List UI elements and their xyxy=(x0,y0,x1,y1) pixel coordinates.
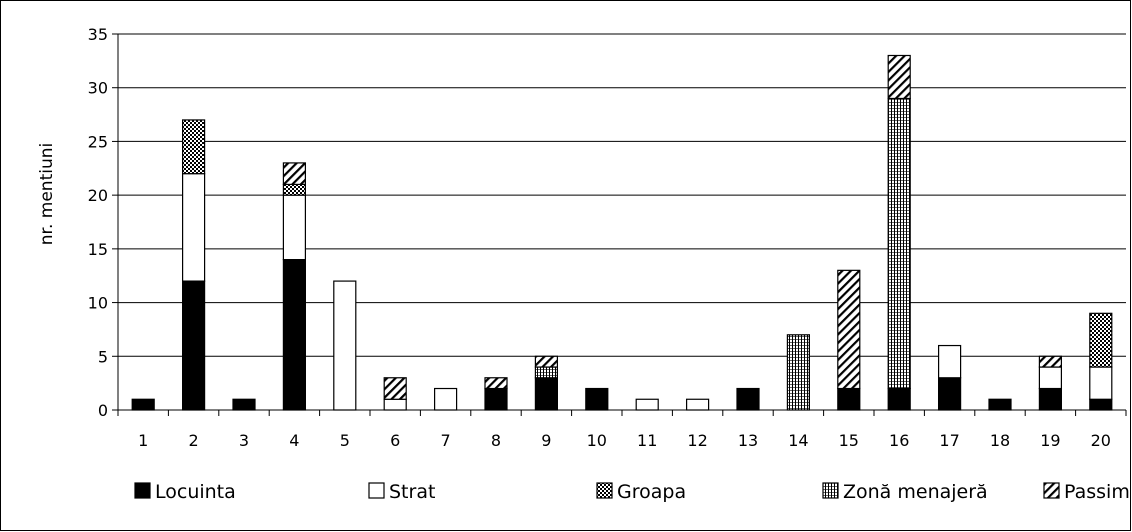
bar-segment-locuinta xyxy=(182,280,206,411)
bar-segment-locuinta xyxy=(534,377,559,411)
x-tick-label: 13 xyxy=(738,431,758,450)
y-axis: 0 5 10 15 20 25 30 35 xyxy=(88,25,119,420)
y-tick-label: 30 xyxy=(88,79,108,98)
bar-segment-strat xyxy=(434,387,458,411)
bar-segment-groapa xyxy=(182,119,206,175)
y-tick-label: 0 xyxy=(98,401,108,420)
bar-segment-locuinta xyxy=(232,398,256,411)
y-tick-label: 10 xyxy=(88,294,108,313)
legend-swatch-locuinta xyxy=(134,482,151,499)
bar-segment-passim xyxy=(383,377,407,400)
x-tick-label: 19 xyxy=(1040,431,1060,450)
bar-segment-locuinta xyxy=(282,259,306,411)
legend-label: Zonă menajeră xyxy=(843,481,988,503)
bar-segment-strat xyxy=(282,194,306,261)
bar-segment-zon-menajer- xyxy=(786,334,811,411)
y-axis-title: nr. mentiuni xyxy=(37,143,57,245)
bar-segment-zon-menajer- xyxy=(887,97,911,390)
x-tick-label: 11 xyxy=(637,431,657,450)
bar-segment-strat xyxy=(685,398,710,411)
bar-segment-groapa xyxy=(282,183,306,196)
x-tick-label: 9 xyxy=(541,431,551,450)
bar-segment-passim xyxy=(1038,355,1063,368)
bar-segment-locuinta xyxy=(131,398,155,411)
x-tick-label: 1 xyxy=(138,431,148,450)
bar-segment-locuinta xyxy=(484,387,508,411)
y-tick-label: 25 xyxy=(88,132,108,151)
x-tick-label: 18 xyxy=(990,431,1010,450)
x-tick-label: 7 xyxy=(441,431,451,450)
bar-segment-passim xyxy=(282,162,306,186)
x-tick-label: 2 xyxy=(189,431,199,450)
legend: Locuinta Strat Groapa Zonă menajeră Passim xyxy=(134,481,1130,503)
legend-swatch-groapa xyxy=(596,482,613,499)
x-tick-label: 20 xyxy=(1091,431,1111,450)
legend-label: Groapa xyxy=(617,481,686,503)
x-tick-label: 5 xyxy=(340,431,350,450)
bar-segment-passim xyxy=(484,377,508,390)
legend-label: Strat xyxy=(389,481,435,503)
bar-segment-zon-menajer- xyxy=(534,366,559,379)
legend-swatch-strat xyxy=(368,482,385,499)
bar-segment-strat xyxy=(635,398,659,411)
x-tick-label: 6 xyxy=(390,431,400,450)
bar-segment-strat xyxy=(383,398,407,411)
x-tick-label: 4 xyxy=(289,431,299,450)
bar-segment-strat xyxy=(182,173,206,282)
y-tick-label: 20 xyxy=(88,186,108,205)
x-tick-label: 14 xyxy=(788,431,808,450)
y-tick-label: 5 xyxy=(98,347,108,366)
bars xyxy=(131,54,1113,411)
x-tick-label: 17 xyxy=(939,431,959,450)
x-tick-label: 10 xyxy=(587,431,607,450)
bar-segment-strat xyxy=(1038,366,1063,390)
bar-segment-locuinta xyxy=(887,387,911,411)
x-tick-label: 12 xyxy=(687,431,707,450)
legend-swatch-passim xyxy=(1043,482,1060,499)
legend-label: Passim xyxy=(1064,481,1130,503)
bar-segment-passim xyxy=(837,269,861,390)
bar-segment-passim xyxy=(887,54,911,100)
legend-swatch-zon-menajer- xyxy=(822,482,839,499)
bar-segment-locuinta xyxy=(585,387,609,411)
legend-label: Locuinta xyxy=(155,481,236,503)
x-tick-label: 15 xyxy=(839,431,859,450)
bar-segment-locuinta xyxy=(988,398,1012,411)
bar-segment-strat xyxy=(1089,366,1113,400)
y-tick-label: 35 xyxy=(88,25,108,44)
bar-segment-groapa xyxy=(1089,312,1113,368)
bar-segment-strat xyxy=(937,344,962,379)
bar-segment-locuinta xyxy=(937,377,962,411)
x-tick-label: 16 xyxy=(889,431,909,450)
bar-segment-locuinta xyxy=(837,387,861,411)
bar-segment-passim xyxy=(534,355,559,368)
bar-segment-strat xyxy=(333,280,357,411)
y-tick-label: 15 xyxy=(88,240,108,259)
bar-segment-locuinta xyxy=(1038,387,1063,411)
bar-segment-locuinta xyxy=(736,387,760,411)
x-tick-label: 8 xyxy=(491,431,501,450)
bar-segment-locuinta xyxy=(1089,398,1113,411)
x-tick-label: 3 xyxy=(239,431,249,450)
